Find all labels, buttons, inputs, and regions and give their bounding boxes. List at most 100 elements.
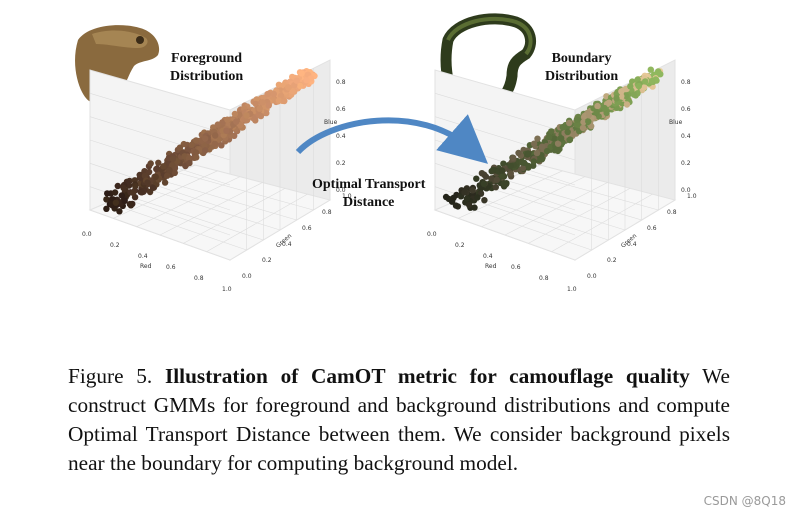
transport-label-line2: Distance [343,195,395,210]
y-tick-label: 1.0 [687,193,697,200]
scatter-point [585,111,593,119]
scatter-point [147,160,154,167]
scatter-point [566,119,573,127]
transport-label: Optimal Transport Distance [312,176,425,212]
scatter-point [474,194,481,201]
z-tick-label: 0.2 [336,160,346,167]
scatter-point [155,159,162,166]
scatter-point [144,179,151,186]
scatter-point [303,77,310,84]
scatter-point [507,170,514,177]
scatter-point [579,124,587,132]
scatter-point [233,118,240,125]
scatter-point [289,73,296,81]
scatter-point [627,83,634,90]
scatter-point [153,165,160,173]
scatter-point [605,99,613,106]
scatter-point [558,135,565,142]
scatter-point [176,144,184,151]
y-tick-label: 0.4 [282,241,292,248]
scatter-point [257,112,265,120]
scatter-point [635,82,642,90]
scatter-point [202,147,209,154]
scatter-point [469,187,476,194]
scatter-point [103,196,110,203]
scatter-point [538,143,546,150]
x-tick-label: 0.8 [194,275,204,282]
right-panel-title-line2: Distribution [545,69,619,84]
z-axis-label: Blue [324,119,338,126]
y-tick-label: 0.6 [302,225,312,232]
scatter-point [471,204,478,211]
x-tick-label: 1.0 [222,286,232,293]
scatter-point [132,182,139,190]
scatter-point [492,184,499,191]
scatter-point [507,162,514,170]
scatter-point [252,100,259,108]
scatter-point [533,149,541,157]
scatter-point [186,159,193,167]
scatter-point [461,189,468,196]
scatter-point [463,195,471,202]
transport-label-line1: Optimal Transport [312,177,426,192]
scatter-point [161,179,169,186]
scatter-point [530,140,538,147]
x-tick-label: 0.4 [483,253,493,260]
scatter-point [193,154,200,161]
scatter-point [141,172,149,179]
scatter-point [114,182,122,190]
scatter-point [489,166,497,174]
scatter-point [129,189,137,196]
scatter-point [448,198,456,205]
scatter-point [566,136,574,143]
scatter-point [149,184,157,191]
scatter-point [121,197,128,204]
z-tick-label: 0.0 [336,187,346,194]
z-tick-label: 0.4 [681,133,691,140]
scatter-point [465,201,473,209]
scatter-point [648,77,656,85]
scatter-point [166,166,173,174]
left-panel-title: Foreground Distribution [170,50,243,86]
scatter-point [657,71,664,78]
scatter-point [452,202,460,209]
scatter-point [603,109,610,117]
scatter-point [118,192,126,199]
z-tick-label: 0.6 [681,106,691,113]
scatter-point [188,141,195,149]
scatter-point [214,121,221,128]
scatter-point [500,180,508,187]
x-tick-label: 0.0 [427,231,437,238]
scatter-point [442,193,450,201]
scatter-point [275,81,283,89]
scatter-point [169,155,177,163]
z-tick-label: 0.2 [681,160,691,167]
x-axis-label: Red [485,263,497,270]
scatter-point [215,136,223,144]
caption-prefix: Figure 5. [68,364,153,388]
scatter-point [601,104,608,112]
left-panel-title-line1: Foreground [171,51,243,66]
scatter-point [543,147,551,155]
scatter-point [103,205,110,212]
y-tick-label: 0.8 [322,209,332,216]
scatter-point [613,95,620,102]
z-axis-label: Blue [669,119,683,126]
x-tick-label: 0.6 [166,264,176,271]
x-tick-label: 1.0 [567,286,577,293]
scatter-point [192,149,200,156]
scatter-point [211,140,218,147]
x-tick-label: 0.8 [539,275,549,282]
x-tick-label: 0.2 [110,242,120,249]
x-tick-label: 0.4 [138,253,148,260]
scatter-point [171,169,178,177]
figure-canvas: 0.00.20.40.60.81.0Red0.00.20.40.60.81.0G… [75,13,697,293]
scatter-point [231,110,239,118]
scatter-point [289,88,296,95]
scatter-point [104,190,111,197]
scatter-point [564,128,571,136]
scatter-point [500,160,507,167]
scatter-point [127,202,135,209]
scatter-point [559,123,566,131]
z-tick-label: 0.8 [681,79,691,86]
